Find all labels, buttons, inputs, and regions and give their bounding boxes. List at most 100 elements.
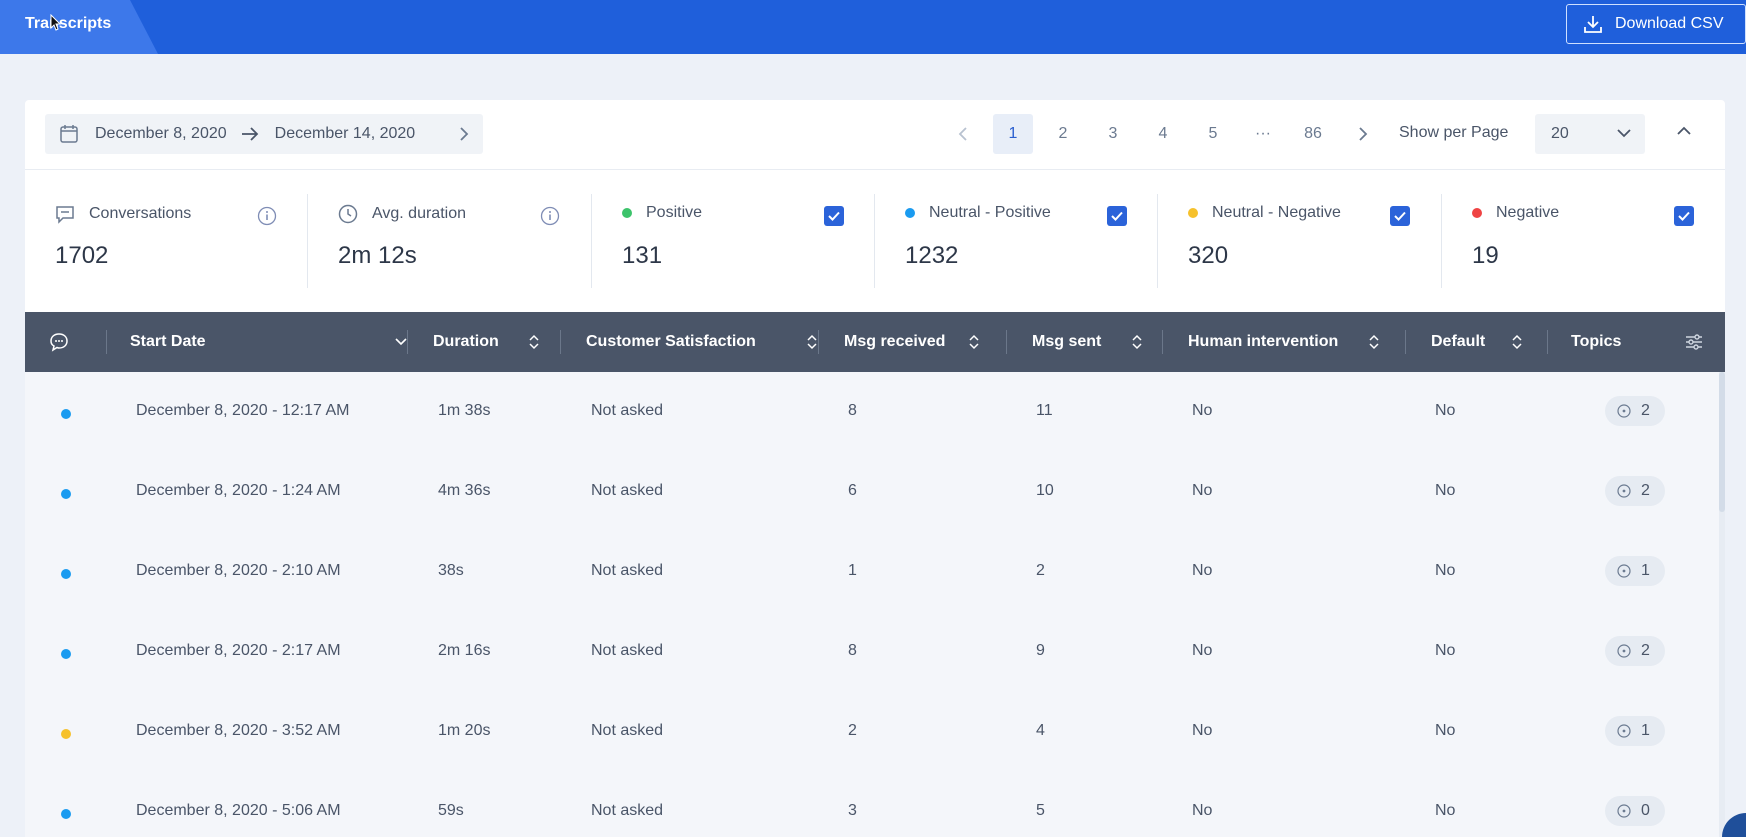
topics-badge[interactable]: 0 — [1605, 796, 1665, 826]
download-csv-label: Download CSV — [1615, 15, 1724, 32]
page-ellipsis[interactable]: ··· — [1255, 125, 1271, 142]
chevron-up-icon[interactable] — [1677, 126, 1691, 136]
cell-human-intervention: No — [1192, 402, 1213, 419]
prev-page-button[interactable] — [943, 114, 983, 154]
topic-icon — [1617, 404, 1631, 418]
table-row[interactable]: December 8, 2020 - 1:24 AM 4m 36s Not aske… — [25, 452, 1725, 532]
cell-satisfaction: Not asked — [591, 402, 664, 419]
page-button-86[interactable]: 86 — [1304, 125, 1322, 142]
msg-sent-column-header[interactable]: Msg sent — [1032, 312, 1162, 372]
stat-negative-value: 19 — [1472, 242, 1499, 269]
topics-badge[interactable]: 2 — [1605, 396, 1665, 426]
table-row[interactable]: December 8, 2020 - 2:10 AM 38s Not asked 1 2… — [25, 532, 1725, 612]
next-page-button[interactable] — [1343, 114, 1383, 154]
clock-icon — [338, 204, 358, 224]
cell-start-date: December 8, 2020 - 5:06 AM — [136, 802, 341, 819]
checkmark-icon — [1678, 211, 1690, 221]
vertical-scrollbar[interactable] — [1719, 372, 1725, 837]
topics-badge[interactable]: 1 — [1605, 716, 1665, 746]
positive-checkbox[interactable] — [824, 206, 844, 226]
sort-icon — [807, 334, 817, 350]
human-intervention-header-label: Human intervention — [1188, 333, 1339, 350]
stat-neutral-negative-value: 320 — [1188, 242, 1229, 269]
cell-satisfaction: Not asked — [591, 722, 664, 739]
cell-satisfaction: Not asked — [591, 642, 664, 659]
sentiment-column-header[interactable] — [49, 312, 69, 372]
negative-checkbox[interactable] — [1674, 206, 1694, 226]
cell-duration: 1m 20s — [438, 722, 491, 739]
topics-badge[interactable]: 2 — [1605, 476, 1665, 506]
topics-badge[interactable]: 2 — [1605, 636, 1665, 666]
msg-received-column-header[interactable]: Msg received — [844, 312, 1004, 372]
start-date-column-header[interactable]: Start Date — [130, 312, 407, 372]
chat-launcher-corner[interactable] — [1722, 813, 1746, 837]
column-settings-icon[interactable] — [1685, 333, 1703, 351]
cell-msg-received: 6 — [848, 482, 857, 499]
neutral-negative-checkbox[interactable] — [1390, 206, 1410, 226]
stat-neutral-negative-label: Neutral - Negative — [1212, 204, 1341, 221]
topics-header-label: Topics — [1571, 333, 1622, 350]
cell-msg-sent: 4 — [1036, 722, 1045, 739]
stat-divider — [591, 194, 592, 288]
page-button-3[interactable]: 3 — [1108, 125, 1118, 142]
header-separator — [106, 330, 107, 354]
info-icon[interactable] — [257, 206, 277, 226]
stat-divider — [307, 194, 308, 288]
cell-start-date: December 8, 2020 - 1:24 AM — [136, 482, 341, 499]
sort-icon — [969, 334, 979, 350]
cell-msg-received: 2 — [848, 722, 857, 739]
cell-duration: 59s — [438, 802, 464, 819]
sort-icon — [1369, 334, 1379, 350]
topics-badge[interactable]: 1 — [1605, 556, 1665, 586]
neutral-positive-dot-icon — [905, 208, 915, 218]
sentiment-dot-icon — [61, 729, 71, 739]
sentiment-dot-icon — [61, 569, 71, 579]
header-separator — [560, 330, 561, 354]
cell-default: No — [1435, 402, 1456, 419]
header-separator — [1405, 330, 1406, 354]
cell-duration: 4m 36s — [438, 482, 491, 499]
download-csv-button[interactable]: Download CSV — [1566, 4, 1746, 44]
topic-icon — [1617, 484, 1631, 498]
human-intervention-column-header[interactable]: Human intervention — [1188, 312, 1388, 372]
msg-received-header-label: Msg received — [844, 333, 946, 350]
info-icon[interactable] — [540, 206, 560, 226]
page-button-2[interactable]: 2 — [1058, 125, 1068, 142]
chevron-right-icon[interactable] — [459, 126, 469, 142]
neutral-positive-checkbox[interactable] — [1107, 206, 1127, 226]
stat-conversations: Conversations 1702 — [55, 194, 277, 288]
topic-icon — [1617, 724, 1631, 738]
stat-negative-label: Negative — [1496, 204, 1560, 221]
table-row[interactable]: December 8, 2020 - 3:52 AM 1m 20s Not aske… — [25, 692, 1725, 772]
cell-msg-received: 1 — [848, 562, 857, 579]
customer-satisfaction-column-header[interactable]: Customer Satisfaction — [586, 312, 836, 372]
default-column-header[interactable]: Default — [1431, 312, 1551, 372]
duration-header-label: Duration — [433, 333, 499, 350]
stat-divider — [1157, 194, 1158, 288]
sort-icon — [1512, 334, 1522, 350]
default-header-label: Default — [1431, 333, 1486, 350]
stat-neutral-positive-label: Neutral - Positive — [929, 204, 1051, 221]
table-row[interactable]: December 8, 2020 - 5:06 AM 59s Not asked 3 5… — [25, 772, 1725, 837]
page-button-5[interactable]: 5 — [1208, 125, 1218, 142]
topics-count: 2 — [1641, 482, 1650, 499]
date-range-end: December 14, 2020 — [274, 125, 416, 142]
calendar-icon — [60, 125, 78, 143]
per-page-select[interactable]: 20 — [1535, 114, 1645, 154]
table-row[interactable]: December 8, 2020 - 12:17 AM 1m 38s Not ask… — [25, 372, 1725, 452]
date-range-picker[interactable]: December 8, 2020 December 14, 2020 — [45, 114, 483, 154]
page-button-1[interactable]: 1 — [993, 114, 1033, 154]
topics-count: 2 — [1641, 402, 1650, 419]
cell-human-intervention: No — [1192, 642, 1213, 659]
scrollbar-thumb[interactable] — [1719, 372, 1725, 512]
tab-transcripts[interactable] — [0, 0, 158, 54]
chat-icon — [56, 206, 74, 224]
negative-dot-icon — [1472, 208, 1482, 218]
tab-transcripts-label[interactable]: Transcripts — [25, 15, 112, 32]
top-bar: Transcripts Download CSV — [0, 0, 1746, 54]
topics-column-header[interactable]: Topics — [1571, 312, 1721, 372]
table-row[interactable]: December 8, 2020 - 2:17 AM 2m 16s Not aske… — [25, 612, 1725, 692]
topic-icon — [1617, 564, 1631, 578]
page-button-4[interactable]: 4 — [1158, 125, 1168, 142]
duration-column-header[interactable]: Duration — [433, 312, 563, 372]
